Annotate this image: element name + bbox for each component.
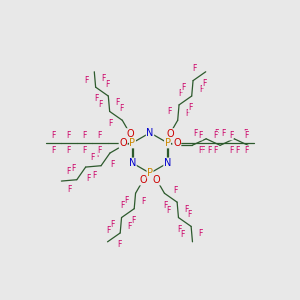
Text: F: F: [111, 160, 115, 169]
Text: F: F: [109, 119, 113, 128]
Text: F: F: [82, 146, 86, 155]
Text: F: F: [202, 79, 207, 88]
Text: O: O: [166, 129, 174, 139]
Text: F: F: [51, 146, 56, 155]
Text: F: F: [117, 240, 121, 249]
Text: F: F: [214, 131, 218, 140]
Text: F: F: [174, 186, 178, 195]
Text: F: F: [167, 206, 171, 215]
Text: F: F: [164, 200, 168, 209]
Text: F: F: [72, 164, 76, 173]
Text: F: F: [98, 100, 102, 109]
Text: F: F: [188, 103, 193, 112]
Text: F: F: [68, 185, 72, 194]
Text: F: F: [96, 150, 100, 159]
Text: F: F: [66, 167, 70, 176]
Text: O: O: [153, 175, 160, 185]
Text: F: F: [229, 146, 233, 155]
Text: F: F: [98, 146, 102, 155]
Text: F: F: [86, 174, 91, 183]
Text: N: N: [146, 128, 154, 138]
Text: F: F: [92, 171, 96, 180]
Text: F: F: [82, 131, 86, 140]
Text: F: F: [67, 146, 71, 155]
Text: N: N: [164, 158, 171, 168]
Text: F: F: [201, 146, 205, 154]
Text: F: F: [128, 221, 132, 230]
Text: F: F: [90, 153, 95, 162]
Text: F: F: [181, 83, 186, 92]
Text: O: O: [119, 140, 127, 150]
Text: F: F: [105, 80, 109, 89]
Text: F: F: [67, 131, 71, 140]
Text: F: F: [106, 226, 111, 235]
Text: F: F: [167, 107, 172, 116]
Text: F: F: [188, 210, 192, 219]
Text: F: F: [193, 130, 198, 139]
Text: F: F: [184, 205, 189, 214]
Text: O: O: [119, 138, 127, 148]
Text: F: F: [124, 196, 128, 205]
Text: F: F: [207, 146, 212, 154]
Text: F: F: [142, 197, 146, 206]
Text: O: O: [173, 140, 181, 150]
Text: F: F: [199, 229, 203, 238]
Text: P: P: [147, 168, 153, 178]
Text: F: F: [243, 130, 247, 139]
Text: N: N: [129, 158, 136, 168]
Text: F: F: [116, 98, 120, 107]
Text: O: O: [126, 129, 134, 139]
Text: P: P: [164, 138, 170, 148]
Text: F: F: [98, 131, 102, 140]
Text: P: P: [130, 138, 136, 148]
Text: F: F: [229, 131, 233, 140]
Text: F: F: [119, 104, 123, 113]
Text: F: F: [244, 146, 249, 155]
Text: F: F: [235, 146, 240, 154]
Text: F: F: [192, 64, 196, 74]
Text: F: F: [84, 76, 88, 85]
Text: F: F: [199, 85, 203, 94]
Text: F: F: [131, 216, 135, 225]
Text: O: O: [173, 138, 181, 148]
Text: F: F: [51, 131, 56, 140]
Text: F: F: [178, 89, 182, 98]
Text: F: F: [95, 94, 99, 103]
Text: F: F: [215, 130, 219, 139]
Text: F: F: [198, 131, 202, 140]
Text: F: F: [214, 146, 218, 155]
Text: F: F: [185, 109, 189, 118]
Text: F: F: [198, 146, 202, 155]
Text: F: F: [244, 131, 249, 140]
Text: F: F: [110, 220, 114, 229]
Text: F: F: [178, 225, 182, 234]
Text: F: F: [221, 130, 226, 139]
Text: F: F: [102, 74, 106, 83]
Text: F: F: [121, 201, 125, 210]
Text: F: F: [229, 146, 233, 154]
Text: O: O: [140, 175, 147, 185]
Text: F: F: [181, 230, 185, 239]
